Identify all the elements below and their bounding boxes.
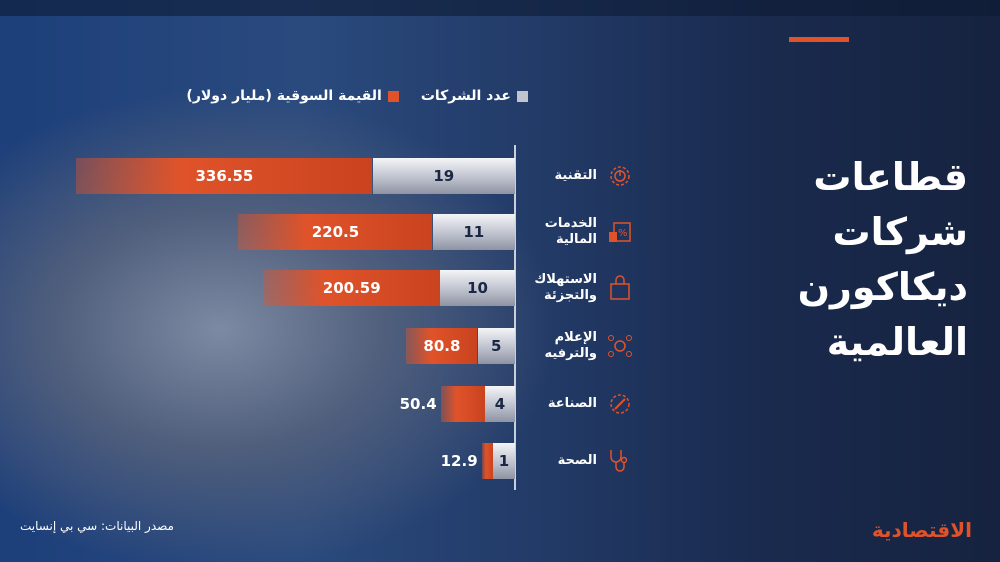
source-note: مصدر البيانات: سي بي إنسايت (20, 519, 174, 533)
value-bar: 220.5 (238, 214, 433, 250)
count-bar: 1 (493, 443, 515, 479)
category-label: الإعلام والترفيه (544, 330, 597, 361)
count-bar: 19 (372, 158, 515, 194)
legend-label: عدد الشركات (420, 88, 511, 104)
top-strip (0, 0, 1000, 16)
bar-row: 220.5 11 الخدمات المالية% (0, 214, 1000, 250)
value-bar: 12.9 (441, 443, 493, 479)
title-line: ديكاكورن (797, 265, 968, 309)
accent-line (789, 37, 849, 42)
value-bar: 200.59 (263, 270, 440, 306)
bar-row: 12.9 1 الصحة (0, 443, 1000, 479)
svg-text:%: % (618, 228, 628, 239)
network-people-icon (608, 335, 632, 357)
value-label: 50.4 (399, 395, 437, 413)
legend-swatch (387, 90, 399, 102)
finance-percent-icon: % (609, 222, 631, 242)
gear-power-icon (610, 166, 630, 186)
value-label: 200.59 (322, 279, 381, 297)
value-bar: 80.8 (406, 328, 478, 364)
count-bar: 11 (432, 214, 515, 250)
legend: عدد الشركات القيمة السوقية (مليار دولار) (186, 88, 528, 104)
page-title: قطاعات شركات ديكاكورن العالمية (668, 150, 968, 370)
logo: الاقتصادية (871, 518, 972, 542)
value-label: 336.55 (195, 167, 254, 185)
title-line: قطاعات شركات (813, 155, 968, 254)
bar-row: 336.55 19 التقنية (0, 158, 1000, 194)
bar-row: 50.4 4 الصناعة (0, 386, 1000, 422)
value-bar: 336.55 (76, 158, 373, 194)
category-label: الخدمات المالية (544, 216, 597, 247)
value-label: 80.8 (423, 337, 461, 355)
value-bar: 50.4 (400, 386, 485, 422)
legend-swatch (517, 90, 528, 102)
value-label: 12.9 (440, 452, 478, 470)
category-label: الاستهلاك والتجزئة (534, 272, 597, 303)
axis-line (514, 145, 516, 490)
shopping-bag-icon (610, 275, 630, 300)
category-label: التقنية (554, 168, 598, 183)
legend-label: القيمة السوقية (مليار دولار) (186, 88, 382, 104)
count-bar: 4 (485, 386, 515, 422)
category-label: الصناعة (547, 396, 597, 411)
stethoscope-icon (610, 450, 628, 472)
value-label: 220.5 (311, 223, 360, 241)
title-line: العالمية (826, 320, 968, 364)
category-label: الصحة (557, 453, 597, 468)
legend-value: القيمة السوقية (مليار دولار) (186, 88, 399, 104)
gear-wrench-icon (610, 394, 630, 414)
count-bar: 10 (440, 270, 515, 306)
bar-row: 80.8 5 الإعلام والترفيه (0, 328, 1000, 364)
bar-row: 200.59 10 الاستهلاك والتجزئة (0, 270, 1000, 306)
count-bar: 5 (477, 328, 515, 364)
legend-count: عدد الشركات (421, 88, 528, 104)
